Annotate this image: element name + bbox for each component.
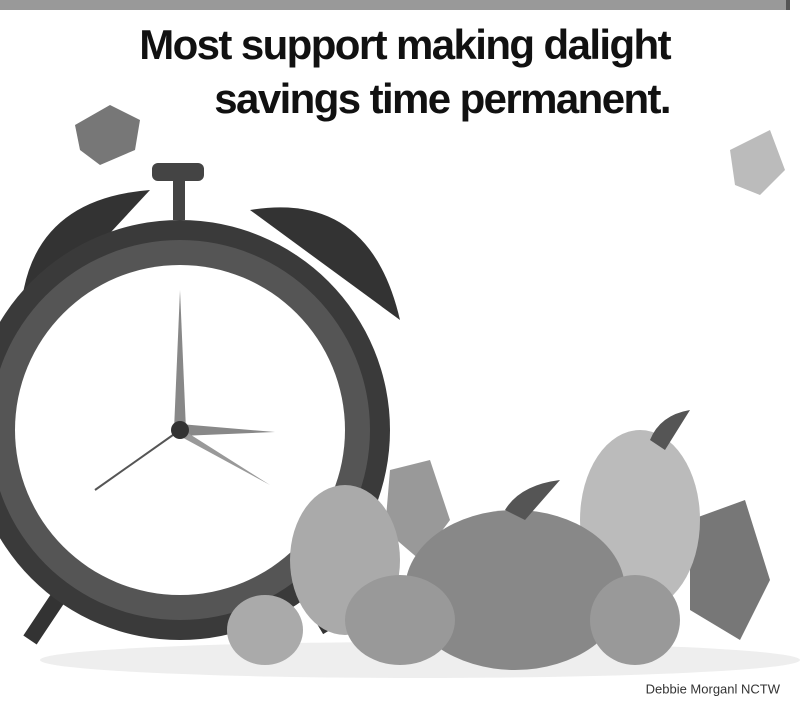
- clock-center: [171, 421, 189, 439]
- leaf: [690, 500, 770, 640]
- bell: [250, 207, 400, 320]
- pumpkin: [590, 575, 680, 665]
- clock-stem: [173, 180, 185, 220]
- leaf: [75, 105, 140, 165]
- second-hand: [176, 428, 270, 485]
- credit: Debbie Morganl NCTW: [646, 681, 781, 696]
- minute-hand: [174, 290, 186, 430]
- pumpkin: [345, 575, 455, 665]
- pumpkin-stem: [650, 410, 690, 450]
- leaf: [730, 130, 785, 195]
- chart-title: Most support making dalight savings time…: [139, 21, 671, 122]
- header-bar: [0, 0, 790, 10]
- pumpkin: [405, 510, 625, 670]
- clock-knob: [152, 163, 204, 181]
- leaf: [385, 460, 450, 560]
- pumpkin: [227, 595, 303, 665]
- thin-hand: [94, 429, 181, 491]
- pumpkin-stem: [505, 480, 560, 520]
- hour-hand: [180, 424, 275, 436]
